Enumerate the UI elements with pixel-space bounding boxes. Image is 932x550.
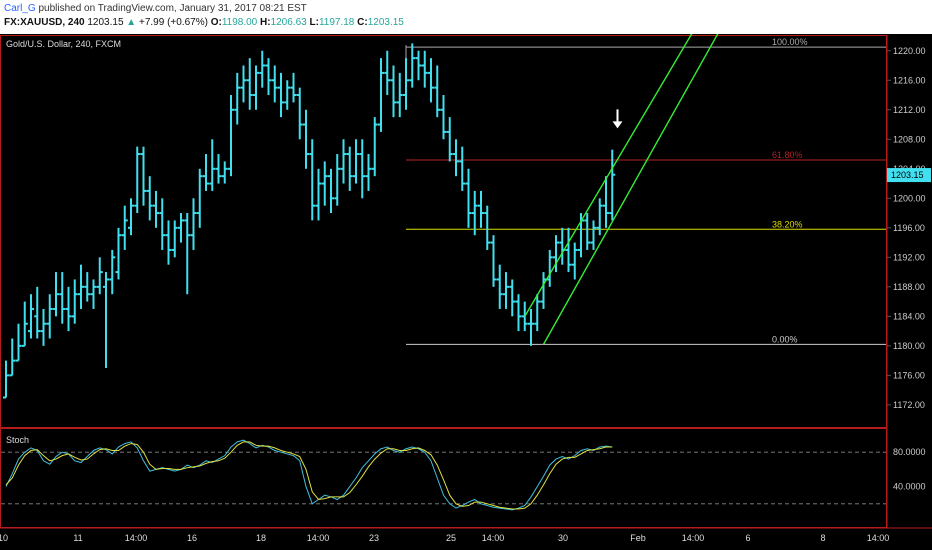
price-bars (3, 43, 616, 399)
channel-line (542, 0, 738, 345)
price-axis-label: 1212.00 (893, 105, 926, 115)
price-axis-label: 1176.00 (893, 370, 925, 380)
price-axis-label: 1188.00 (893, 282, 925, 292)
time-axis-label: 16 (187, 533, 197, 543)
time-axis-label: 14:00 (125, 533, 148, 543)
price-axis-label: 1172.00 (893, 400, 925, 410)
time-axis-label: 10 (0, 533, 8, 543)
time-axis-label: 14:00 (682, 533, 705, 543)
high-label: H: (260, 17, 271, 28)
author-link[interactable]: Carl_G (4, 3, 36, 14)
time-axis-label: 14:00 (867, 533, 890, 543)
stoch-title: Stoch (6, 435, 29, 445)
price-axis-label: 1180.00 (893, 341, 925, 351)
price-axis: 1220.001216.001212.001208.001204.001200.… (887, 46, 931, 410)
price-change: +7.99 (+0.67%) (138, 17, 208, 28)
publication-line: Carl_G published on TradingView.com, Jan… (4, 3, 307, 14)
time-axis-label: 8 (820, 533, 825, 543)
time-axis-label: 14:00 (307, 533, 330, 543)
time-axis-label: 6 (745, 533, 750, 543)
chart-title: Gold/U.S. Dollar, 240, FXCM (6, 39, 121, 49)
arrow-head-icon (612, 121, 623, 129)
published-text: published on TradingView.com, January 31… (38, 3, 307, 14)
fib-label: 0.00% (772, 334, 798, 344)
time-axis-label: Feb (630, 533, 646, 543)
fib-label: 38.20% (772, 219, 803, 229)
stoch-series-line (5, 441, 613, 510)
close-value: 1203.15 (367, 17, 404, 28)
last-price: 1203.15 (87, 17, 124, 28)
current-price-label: 1203.15 (891, 170, 924, 180)
fib-label: 100.00% (772, 37, 808, 47)
time-axis: 10 11 14:00 16 18 14:00 23 25 14:00 30 Feb 14:00 6 8 1… (0, 533, 889, 543)
close-label: C: (357, 17, 368, 28)
open-label: O: (210, 17, 222, 28)
chart-background (0, 34, 932, 550)
price-axis-label: 1220.00 (893, 46, 926, 56)
fib-label: 61.80% (772, 150, 803, 160)
low-label: L: (309, 17, 319, 28)
price-axis-label: 1192.00 (893, 252, 925, 262)
trend-channel (524, 0, 738, 345)
time-axis-label: 14:00 (482, 533, 505, 543)
time-axis-label: 23 (369, 533, 379, 543)
price-axis-label: 1216.00 (893, 75, 926, 85)
price-axis-label: 1184.00 (893, 311, 925, 321)
time-axis-label: 30 (558, 533, 568, 543)
low-value: 1197.18 (318, 17, 355, 28)
stoch-series-line (5, 439, 613, 511)
current-price-badge (887, 168, 931, 183)
chart-header: Carl_G published on TradingView.com, Jan… (0, 0, 932, 34)
symbol-label: FX:XAUUSD, 240 (4, 17, 85, 28)
channel-line (524, 0, 713, 317)
open-value: 1198.00 (221, 17, 258, 28)
time-axis-label: 11 (73, 533, 82, 543)
price-axis-label: 1208.00 (893, 134, 926, 144)
ohlc-line: FX:XAUUSD, 240 1203.15 ▲ +7.99 (+0.67%) … (4, 17, 404, 28)
fibonacci-levels: 100.00% 61.80% 38.20% 0.00% (405, 37, 886, 345)
arrow-annotation (612, 109, 623, 129)
change-arrow-icon: ▲ (126, 17, 137, 28)
stoch-pane: 80.0000 40.0000 (1, 439, 926, 511)
stoch-axis-label: 80.0000 (893, 447, 926, 457)
price-axis-label: 1196.00 (893, 223, 925, 233)
high-value: 1206.63 (270, 17, 307, 28)
stoch-axis-label: 40.0000 (893, 482, 926, 492)
time-axis-label: 18 (256, 533, 266, 543)
time-axis-label: 25 (446, 533, 456, 543)
price-axis-label: 1200.00 (893, 193, 926, 203)
